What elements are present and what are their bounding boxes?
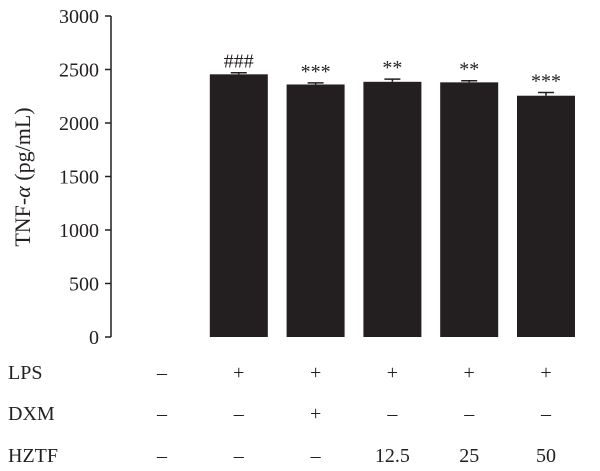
bar — [286, 84, 345, 337]
treatment-table: LPS – + + + + + DXM – – + – – – HZTF – – – 12.5 25 50 — [8, 362, 556, 467]
y-tick-label: 2500 — [59, 60, 99, 82]
bars — [209, 71, 575, 338]
significance-label: ### — [224, 51, 254, 73]
treatment-cell: + — [464, 362, 475, 384]
significance-label: ** — [459, 59, 479, 81]
treatment-cell: + — [310, 362, 321, 384]
bar — [517, 95, 575, 337]
treatment-cell: + — [310, 403, 321, 425]
treatment-cell: 50 — [536, 445, 556, 467]
significance-label: *** — [531, 71, 561, 93]
treatment-cell: + — [233, 362, 244, 384]
bar — [209, 74, 268, 337]
treatment-cell: + — [540, 362, 551, 384]
significance-annotations: ### *** ** ***** — [224, 51, 561, 93]
y-axis-title-prefix: TNF- — [10, 198, 35, 247]
treatment-cell: 25 — [459, 445, 479, 467]
treatment-cell: – — [310, 445, 322, 467]
y-tick-label: 0 — [89, 327, 99, 349]
treatment-cell: – — [156, 403, 168, 425]
y-tick-label: 1000 — [59, 220, 99, 242]
significance-label: ** — [382, 57, 402, 79]
treatment-row-label: HZTF — [8, 445, 58, 467]
treatment-cell: 12.5 — [375, 445, 410, 467]
significance-label: *** — [301, 61, 331, 83]
y-axis: 0 500 1000 1500 2000 2500 3000 — [59, 6, 112, 349]
treatment-cell: + — [387, 362, 398, 384]
treatment-cell: – — [233, 403, 245, 425]
treatment-cell: – — [233, 445, 245, 467]
y-axis-title: TNF-α (pg/mL) — [10, 107, 35, 246]
y-tick-label: 1500 — [59, 167, 99, 189]
y-axis-title-suffix: (pg/mL) — [10, 107, 35, 186]
y-tick-label: 2000 — [59, 113, 99, 135]
treatment-row-label: LPS — [8, 362, 42, 384]
y-tick-label: 500 — [69, 274, 99, 296]
treatment-cell: – — [540, 403, 552, 425]
bar — [440, 82, 499, 337]
treatment-cell: – — [463, 403, 475, 425]
bar — [363, 81, 422, 338]
treatment-row-label: DXM — [8, 403, 55, 425]
treatment-cell: – — [156, 445, 168, 467]
y-tick-label: 3000 — [59, 6, 99, 28]
treatment-cell: – — [156, 362, 168, 384]
treatment-cell: – — [386, 403, 398, 425]
y-axis-title-symbol: α — [10, 186, 35, 198]
